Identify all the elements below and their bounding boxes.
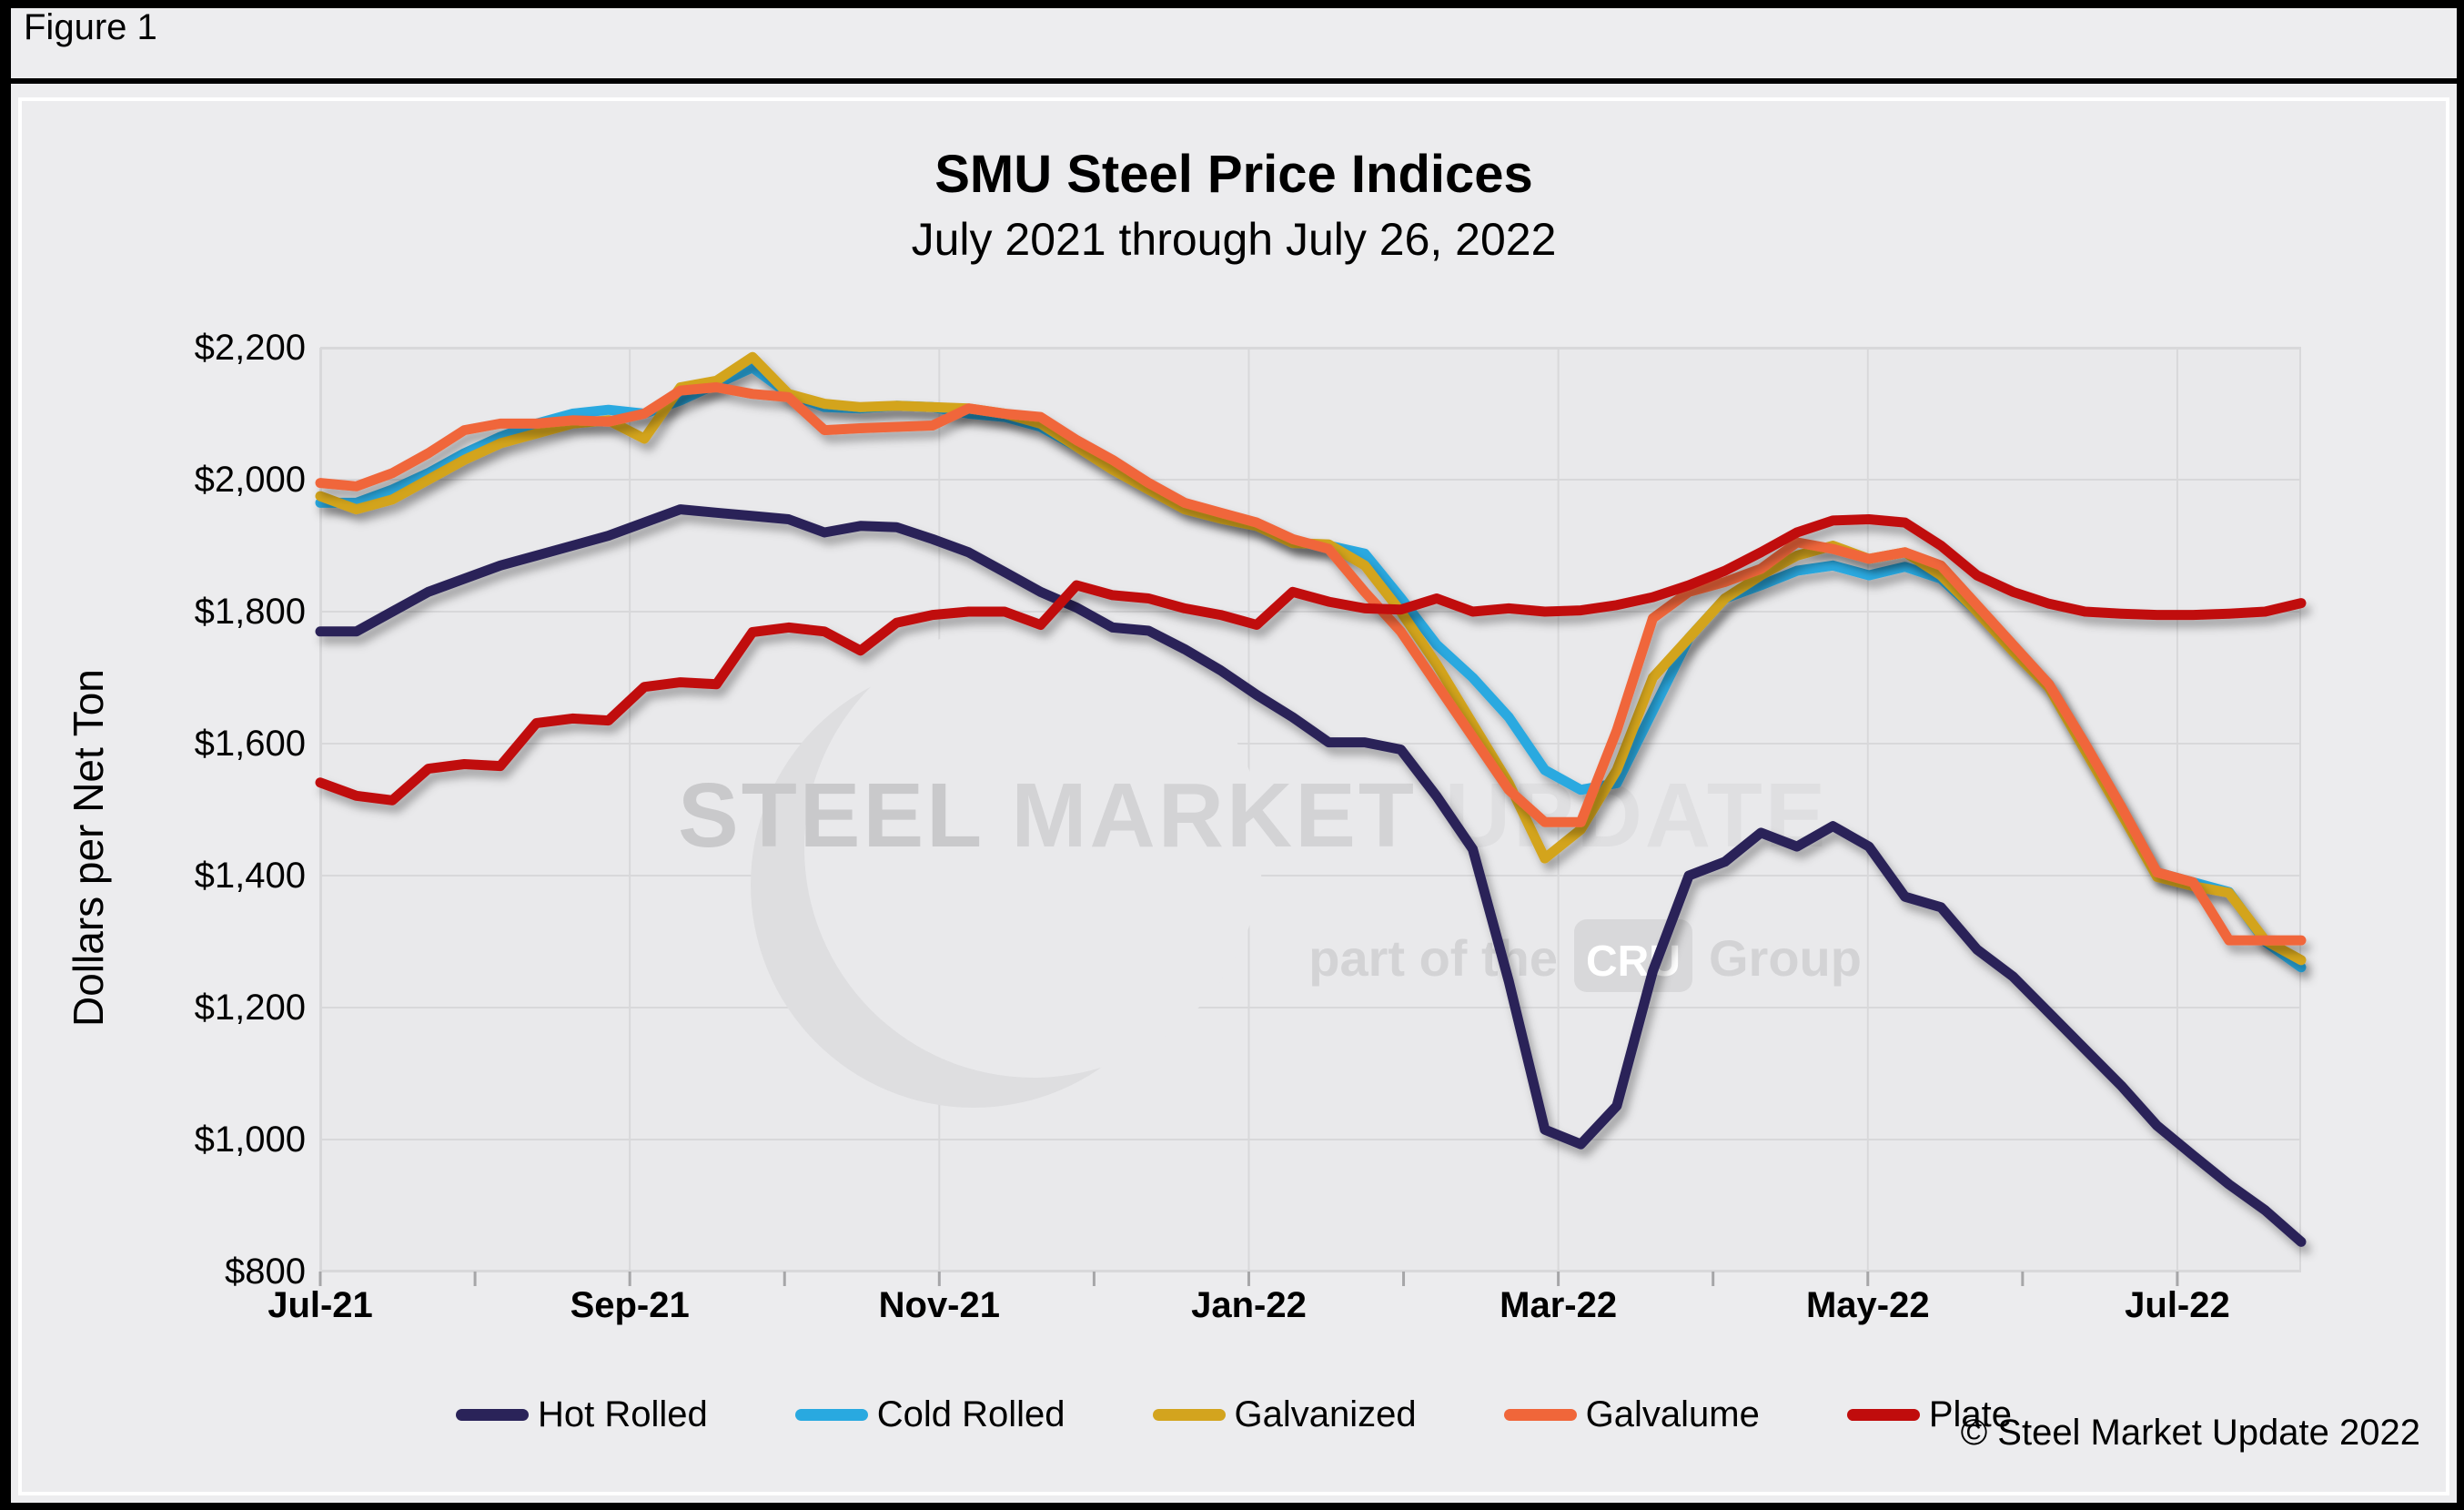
legend-swatch-icon: [1152, 1409, 1226, 1421]
series-line-galvalume: [315, 382, 2307, 946]
chart-title: SMU Steel Price Indices: [934, 145, 1533, 204]
y-tick-label: $1,000: [194, 1120, 306, 1160]
watermark-text: STEEL MARKET UPDATE: [678, 765, 1829, 866]
x-tick-label: Sep-21: [570, 1285, 690, 1325]
series-line-galvanized: [315, 351, 2307, 966]
legend-label: Galvalume: [1585, 1394, 1760, 1434]
legend-item-cold-rolled: Cold Rolled: [794, 1394, 1065, 1435]
legend-label: Galvanized: [1234, 1394, 1417, 1434]
legend-item-galvalume: Galvalume: [1503, 1394, 1760, 1435]
x-tick-label: Jan-22: [1191, 1285, 1307, 1325]
series-line-plate: [315, 514, 2307, 806]
copyright-text: © Steel Market Update 2022: [1960, 1413, 2420, 1453]
y-tick-label: $1,800: [194, 592, 306, 632]
x-tick-label: Nov-21: [878, 1285, 1001, 1325]
y-tick-label: $1,600: [194, 724, 306, 764]
y-tick-label: $1,200: [194, 988, 306, 1028]
gridlines: [318, 347, 2301, 1286]
plot-area: STEEL MARKET UPDATE part of the CRU Group: [315, 347, 2307, 1286]
legend-swatch-icon: [455, 1409, 529, 1421]
svg-text:Group: Group: [1709, 929, 1862, 987]
data-series-lines: [315, 351, 2307, 1247]
legend-swatch-icon: [1503, 1409, 1577, 1421]
legend-item-plate: Plate: [1846, 1394, 2013, 1435]
legend-item-hot-rolled: Hot Rolled: [455, 1394, 708, 1435]
legend-label: Plate: [1928, 1394, 2013, 1434]
chart-legend: Hot Rolled Cold Rolled Galvanized Galvalume…: [18, 1394, 2449, 1435]
figure-label: Figure 1: [24, 7, 157, 47]
x-tick-label: Mar-22: [1500, 1285, 1618, 1325]
legend-item-galvanized: Galvanized: [1152, 1394, 1417, 1435]
x-tick-label: Jul-21: [268, 1285, 373, 1325]
series-line-cold-rolled: [315, 362, 2307, 973]
legend-swatch-icon: [1846, 1409, 1920, 1421]
legend-swatch-icon: [794, 1409, 868, 1421]
chart-subtitle: July 2021 through July 26, 2022: [911, 214, 1557, 265]
x-tick-label: Jul-22: [2125, 1285, 2230, 1325]
figure-divider-rule: [11, 78, 2457, 84]
watermark-tagline: part of the: [1308, 929, 1558, 987]
y-tick-label: $2,000: [194, 460, 306, 500]
x-tick-label: May-22: [1805, 1285, 1930, 1325]
series-line-hot-rolled: [315, 504, 2307, 1247]
legend-label: Hot Rolled: [537, 1394, 708, 1434]
y-tick-label: $2,200: [194, 328, 306, 368]
legend-label: Cold Rolled: [876, 1394, 1065, 1434]
y-tick-label: $800: [225, 1252, 306, 1292]
y-tick-label: $1,400: [194, 856, 306, 896]
